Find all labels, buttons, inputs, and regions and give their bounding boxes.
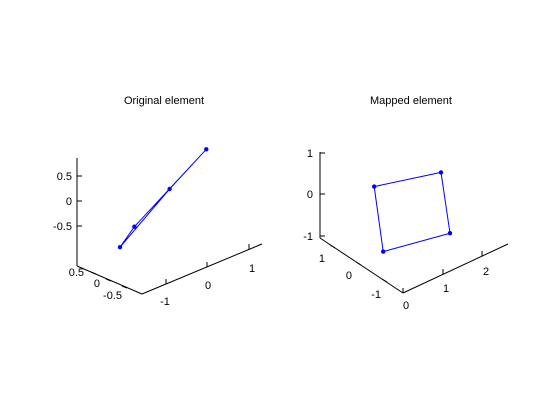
mapped-element-markers: [372, 170, 453, 254]
z-tick-label: -0.5: [53, 221, 72, 233]
y-tick-label: 0: [94, 278, 100, 290]
z-tick-label: 0.5: [57, 171, 72, 183]
x-tick-label: 1: [249, 263, 255, 275]
original-element-panel: Original element 0.5 0 -0.5 0.5 0 -0.5 -…: [53, 95, 263, 308]
x-tick-label: -1: [160, 296, 170, 308]
data-point-2: [204, 147, 209, 152]
x-axis-line: [402, 243, 509, 294]
data-point-3: [447, 231, 453, 236]
z-tick-label: -1: [303, 231, 313, 243]
original-element-title: Original element: [124, 95, 204, 107]
data-point-4: [117, 245, 123, 250]
z-tick-label: 1: [307, 148, 313, 160]
y-tick-label: 0.5: [69, 267, 84, 279]
y-tick-label: -1: [371, 289, 381, 301]
y-tick-mark: [329, 244, 336, 249]
data-point-1: [372, 184, 377, 189]
x-tick-label: 2: [483, 266, 489, 278]
x-tick-label: 0: [205, 280, 211, 292]
y-tick-mark: [105, 278, 112, 282]
data-point-3: [132, 224, 137, 229]
mapped-element-panel: Mapped element 1 0 -1 1 0 -1 0 1 2: [303, 95, 509, 312]
z-tick-label: 0: [307, 189, 313, 201]
x-axis-line: [141, 243, 263, 295]
y-tick-label: 0: [346, 270, 352, 282]
y-tick-label: 1: [319, 253, 325, 265]
original-element-polygon: [119, 148, 207, 248]
y-tick-mark: [90, 271, 97, 275]
y-tick-mark: [381, 278, 388, 283]
x-tick-label: 1: [443, 283, 449, 295]
original-element-markers: [117, 147, 209, 250]
mapped-element-polygon: [373, 171, 451, 253]
x-tick-label: 0: [403, 300, 409, 312]
data-point-1: [167, 186, 172, 192]
z-tick-label: 0: [66, 196, 72, 208]
y-tick-mark: [355, 261, 362, 266]
data-point-2: [438, 170, 444, 175]
y-tick-mark: [121, 285, 128, 289]
mapped-element-title: Mapped element: [370, 95, 452, 107]
data-point-4: [381, 249, 386, 254]
y-tick-label: -0.5: [103, 290, 122, 302]
